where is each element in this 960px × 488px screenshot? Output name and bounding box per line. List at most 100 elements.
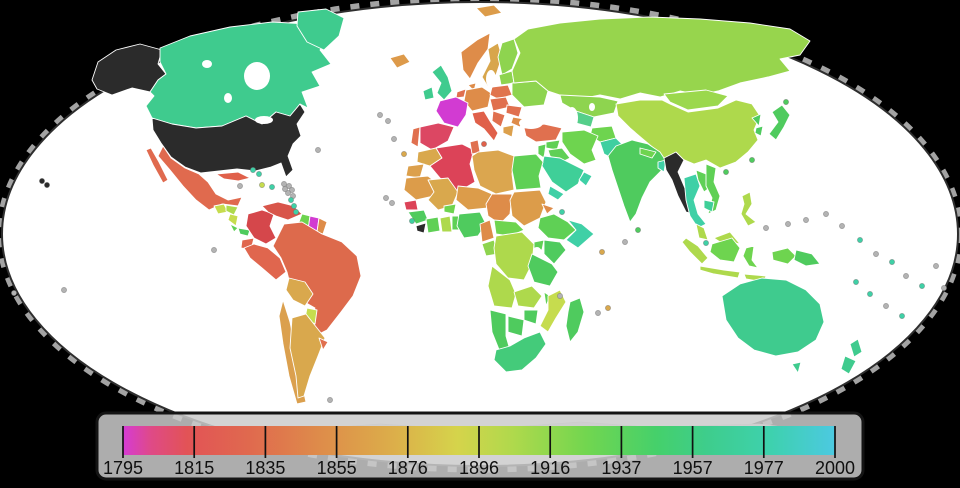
- dot-antilles: [288, 197, 294, 203]
- dot-jamaica: [237, 183, 243, 189]
- dot-cape-verde-2: [389, 200, 395, 206]
- region-nicaragua: [227, 213, 239, 227]
- region-botswana: [507, 315, 525, 337]
- region-south-korea: [754, 125, 764, 137]
- dot-azores-2: [385, 118, 391, 124]
- region-zambia: [513, 285, 543, 309]
- region-libya: [471, 149, 515, 195]
- region-kazakhstan: [559, 94, 619, 118]
- region-costa-rica: [229, 223, 239, 233]
- dot-reunion: [595, 310, 601, 316]
- dot-mauritius: [605, 305, 611, 311]
- region-new-zealand-north: [849, 338, 863, 358]
- legend-label-1795: 1795: [103, 458, 143, 478]
- region-sulawesi: [742, 245, 759, 269]
- dot-madeira: [391, 136, 397, 142]
- dot-seychelles: [599, 249, 605, 255]
- region-italy: [471, 110, 499, 142]
- region-senegal: [403, 199, 419, 211]
- region-benelux: [455, 88, 467, 99]
- region-argentina: [289, 313, 326, 399]
- dot-antilles: [282, 186, 288, 192]
- region-ghana: [439, 215, 453, 233]
- dot-singapore: [703, 240, 709, 246]
- region-eritrea: [541, 203, 555, 215]
- region-new-zealand-south: [840, 355, 857, 375]
- dot-tonga: [899, 313, 905, 319]
- map-lakes: [202, 60, 595, 255]
- dot-pacific: [919, 283, 925, 289]
- dot-hawaii: [39, 178, 45, 184]
- region-portugal: [410, 126, 421, 148]
- region-tasmania: [791, 361, 802, 374]
- lake-baltic-sea: [486, 70, 496, 88]
- legend-label-1916: 1916: [530, 458, 570, 478]
- dot-comoros: [557, 293, 563, 299]
- region-philippines: [740, 191, 757, 227]
- region-oman: [578, 171, 593, 187]
- region-greenland: [296, 8, 345, 51]
- dot-pacific: [839, 223, 845, 229]
- region-panama: [237, 227, 251, 237]
- dot-taiwan: [749, 157, 755, 163]
- dot-pacific: [941, 285, 947, 291]
- lake-aral-sea: [589, 103, 595, 111]
- region-liberia: [415, 222, 427, 234]
- dot-djibouti: [559, 209, 565, 215]
- region-japan: [768, 104, 791, 141]
- region-colombia: [245, 209, 277, 245]
- legend-label-1815: 1815: [174, 458, 214, 478]
- dot-micronesia: [785, 221, 791, 227]
- dot-fiji: [867, 291, 873, 297]
- legend-label-1876: 1876: [388, 458, 428, 478]
- dot-pacific: [903, 273, 909, 279]
- region-bangladesh: [657, 159, 667, 173]
- dot-vanuatu: [853, 279, 859, 285]
- legend-label-1957: 1957: [673, 458, 713, 478]
- region-kenya: [543, 239, 567, 265]
- region-romania: [505, 104, 523, 118]
- dot-hispaniola: [259, 182, 265, 188]
- lake-lake-winnipeg: [224, 93, 232, 103]
- dot-sri-lanka: [635, 227, 641, 233]
- dot-azores: [377, 112, 383, 118]
- region-uruguay: [318, 337, 329, 351]
- dot-hawaii-2: [44, 182, 50, 188]
- region-vietnam: [705, 163, 721, 215]
- legend-label-1835: 1835: [245, 458, 285, 478]
- dot-pacific: [889, 259, 895, 265]
- dot-trinidad: [293, 209, 299, 215]
- dot-sicily: [481, 141, 487, 147]
- dot-maldives: [622, 239, 628, 245]
- dot-hokkaido: [783, 99, 789, 105]
- region-borneo-indonesia: [709, 237, 741, 263]
- dot-antilles: [281, 181, 287, 187]
- region-norway: [460, 32, 491, 80]
- dot-pacific: [873, 251, 879, 257]
- region-malaysia: [695, 223, 709, 241]
- dot-bahamas: [250, 167, 256, 173]
- dot-cape-verde: [383, 195, 389, 201]
- dot-puerto-rico: [269, 184, 275, 190]
- dot-antilles: [289, 187, 295, 193]
- region-madagascar: [565, 297, 585, 343]
- region-tanzania: [527, 253, 559, 287]
- legend-label-1855: 1855: [317, 458, 357, 478]
- dot-micronesia: [763, 225, 769, 231]
- region-egypt: [511, 153, 544, 191]
- map-small-territories: [11, 99, 947, 403]
- region-france: [435, 96, 469, 128]
- dot-falklands: [327, 397, 333, 403]
- dot-canary-islands: [401, 151, 407, 157]
- region-svalbard: [475, 4, 503, 18]
- region-mozambique: [539, 289, 567, 333]
- region-sudan: [509, 189, 547, 227]
- region-saudi-arabia: [541, 155, 585, 193]
- dot-bermuda: [315, 147, 321, 153]
- region-north-korea: [751, 113, 762, 127]
- lake-caspian-sea: [566, 107, 578, 129]
- lake-black-sea: [519, 117, 543, 129]
- legend-label-1937: 1937: [601, 458, 641, 478]
- region-united-kingdom: [431, 64, 453, 101]
